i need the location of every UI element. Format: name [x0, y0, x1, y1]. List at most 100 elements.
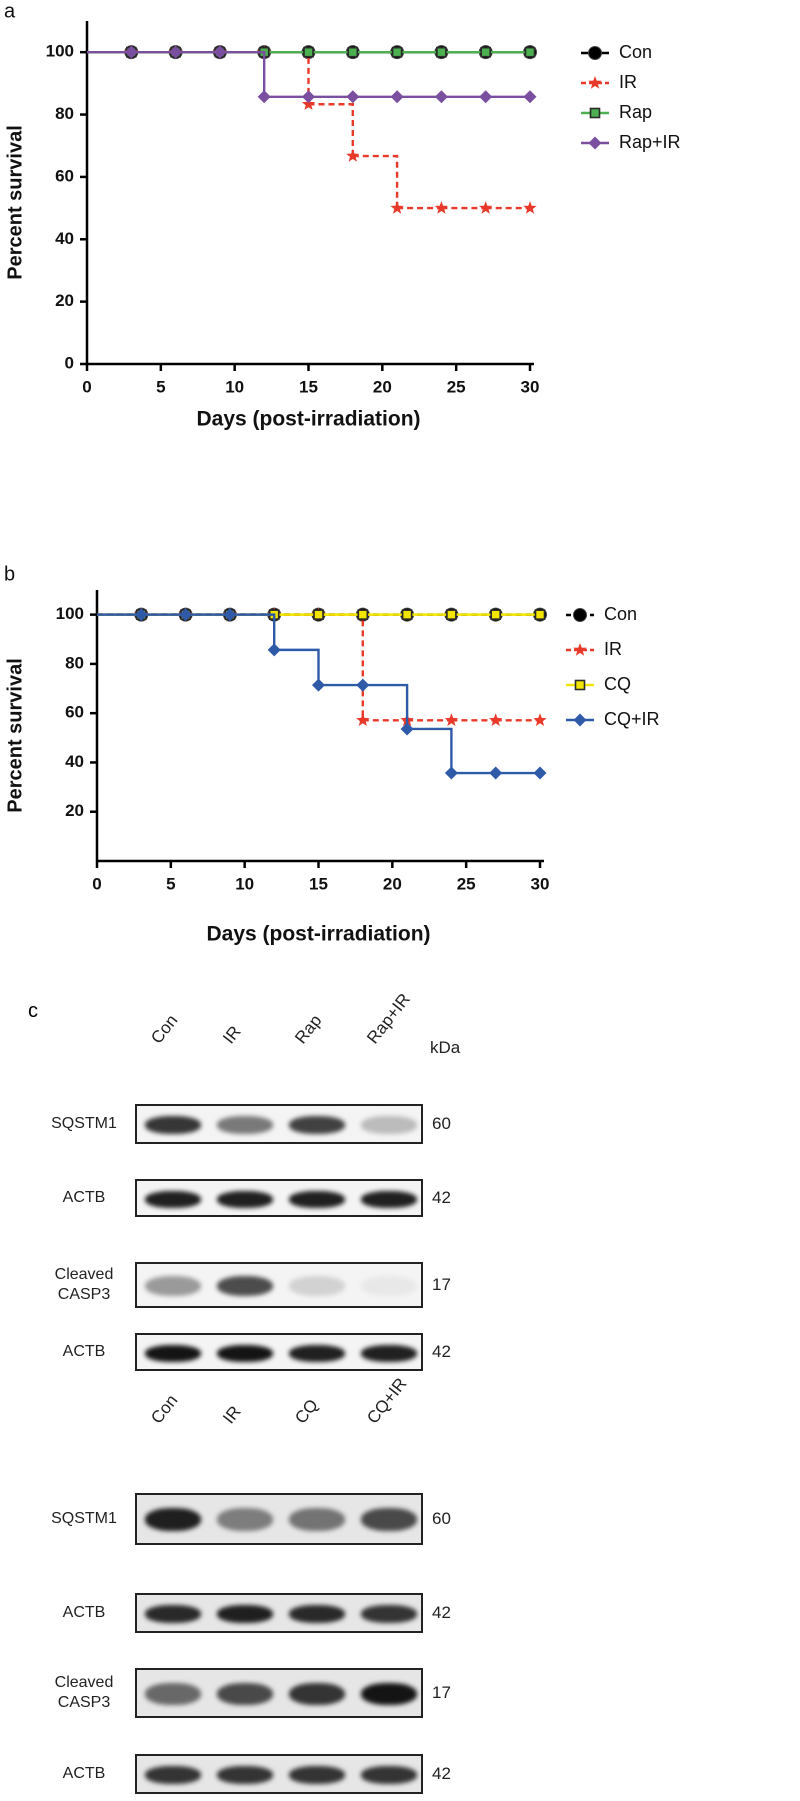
y-tick-label: 60 [65, 703, 84, 722]
marker [489, 713, 503, 726]
kda-label: 42 [432, 1764, 451, 1783]
band [145, 1508, 201, 1532]
x-tick-label: 25 [447, 377, 466, 396]
legend-label: CQ [604, 674, 631, 694]
lane-label: Con [147, 1011, 182, 1048]
marker [134, 608, 148, 622]
band [217, 1275, 273, 1297]
marker [434, 201, 449, 214]
marker [347, 46, 359, 58]
marker [444, 766, 458, 780]
marker [479, 201, 493, 214]
blot-strip [135, 1104, 423, 1144]
band [145, 1605, 201, 1623]
marker [434, 90, 448, 104]
x-tick-label: 5 [166, 874, 175, 893]
lane-label: Rap [291, 1011, 326, 1048]
marker [169, 45, 183, 59]
row-label: ACTB [62, 1343, 106, 1360]
marker [400, 722, 414, 736]
legend-marker [589, 107, 601, 119]
marker [313, 609, 324, 620]
marker [223, 608, 237, 622]
marker [446, 609, 457, 620]
row-label: ACTB [62, 1765, 106, 1782]
band [217, 1116, 273, 1134]
row-label: SQSTM1 [51, 1115, 117, 1132]
y-tick-label: 20 [55, 291, 74, 310]
marker [213, 45, 227, 59]
band [217, 1682, 273, 1705]
marker [303, 46, 314, 58]
kda-label: 42 [432, 1188, 451, 1207]
band [289, 1344, 345, 1362]
marker [346, 149, 360, 162]
band [217, 1766, 273, 1784]
marker [124, 45, 138, 59]
band [145, 1344, 201, 1362]
legend-label: Con [619, 42, 652, 62]
y-tick-label: 40 [65, 752, 84, 771]
y-tick-label: 100 [46, 42, 74, 61]
band [217, 1344, 273, 1362]
band [289, 1605, 345, 1623]
series-line [407, 727, 453, 774]
kda-label: 42 [432, 1342, 451, 1361]
band [361, 1682, 417, 1705]
legend-marker [588, 46, 602, 60]
band [289, 1190, 345, 1208]
band [145, 1766, 201, 1784]
blot-strip [135, 1179, 423, 1217]
marker [523, 201, 537, 214]
kda-label: 42 [432, 1603, 451, 1622]
x-tick-label: 20 [383, 874, 402, 893]
marker [312, 678, 325, 692]
y-tick-label: 40 [55, 229, 74, 248]
panel-label: a [4, 0, 16, 22]
unit-label: kDa [430, 1038, 461, 1057]
lane-label: CQ+IR [363, 1374, 411, 1428]
marker [356, 713, 370, 726]
lane-label: IR [219, 1022, 245, 1048]
marker [390, 90, 404, 104]
marker [479, 90, 493, 104]
marker [480, 46, 492, 58]
legend-marker [588, 76, 602, 89]
marker [533, 766, 547, 780]
lane-label: Con [147, 1391, 182, 1428]
x-axis-label: Days (post-irradiation) [206, 923, 430, 946]
marker [436, 46, 447, 58]
y-tick-label: 80 [65, 653, 84, 672]
y-tick-label: 20 [65, 801, 84, 820]
marker [489, 766, 503, 780]
x-tick-label: 0 [82, 377, 91, 396]
band [361, 1605, 417, 1623]
series-line [308, 103, 354, 157]
blot-strip [135, 1493, 423, 1545]
band [217, 1508, 273, 1532]
marker [301, 97, 316, 110]
marker [179, 608, 193, 622]
row-label: ACTB [62, 1189, 106, 1206]
legend-marker [573, 643, 587, 656]
marker [533, 713, 547, 726]
legend-marker [573, 713, 587, 727]
marker [523, 90, 537, 104]
series-line [229, 613, 276, 650]
y-tick-label: 60 [55, 166, 74, 185]
marker [302, 90, 315, 104]
legend-label: Con [604, 604, 637, 624]
row-label: Cleaved CASP3 [54, 1266, 114, 1303]
blot-strip [135, 1262, 423, 1308]
kda-label: 17 [432, 1683, 451, 1702]
marker [490, 609, 502, 620]
legend-label: Rap [619, 102, 652, 122]
x-tick-label: 30 [531, 874, 550, 893]
row-label: ACTB [62, 1604, 106, 1621]
band [361, 1508, 417, 1532]
x-tick-label: 15 [299, 377, 318, 396]
legend-label: IR [619, 72, 637, 92]
legend-label: Rap+IR [619, 132, 681, 152]
